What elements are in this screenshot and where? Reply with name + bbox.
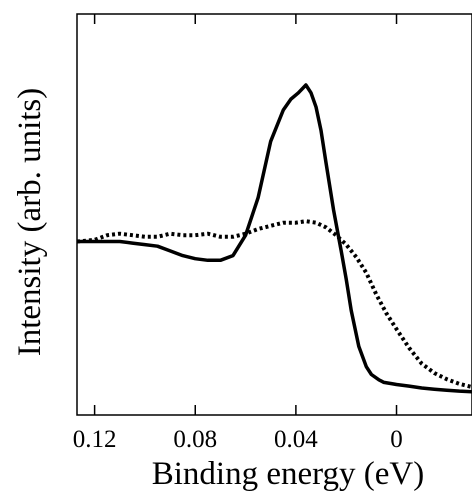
series-layer bbox=[76, 83, 472, 394]
x-tick-label: 0 bbox=[390, 426, 403, 453]
x-tick-label: 0.04 bbox=[274, 426, 318, 453]
x-axis-ticks: 0.12 0.08 0.04 0 bbox=[73, 14, 403, 453]
y-axis-label: Intensity (arb. units) bbox=[12, 88, 48, 357]
x-tick-label: 0.08 bbox=[173, 426, 217, 453]
x-axis-label: Binding energy (eV) bbox=[152, 456, 425, 492]
x-tick-label: 0.12 bbox=[73, 426, 117, 453]
plot-frame bbox=[76, 13, 472, 416]
series-line-solid bbox=[77, 83, 472, 394]
series-line-dotted bbox=[76, 219, 472, 389]
